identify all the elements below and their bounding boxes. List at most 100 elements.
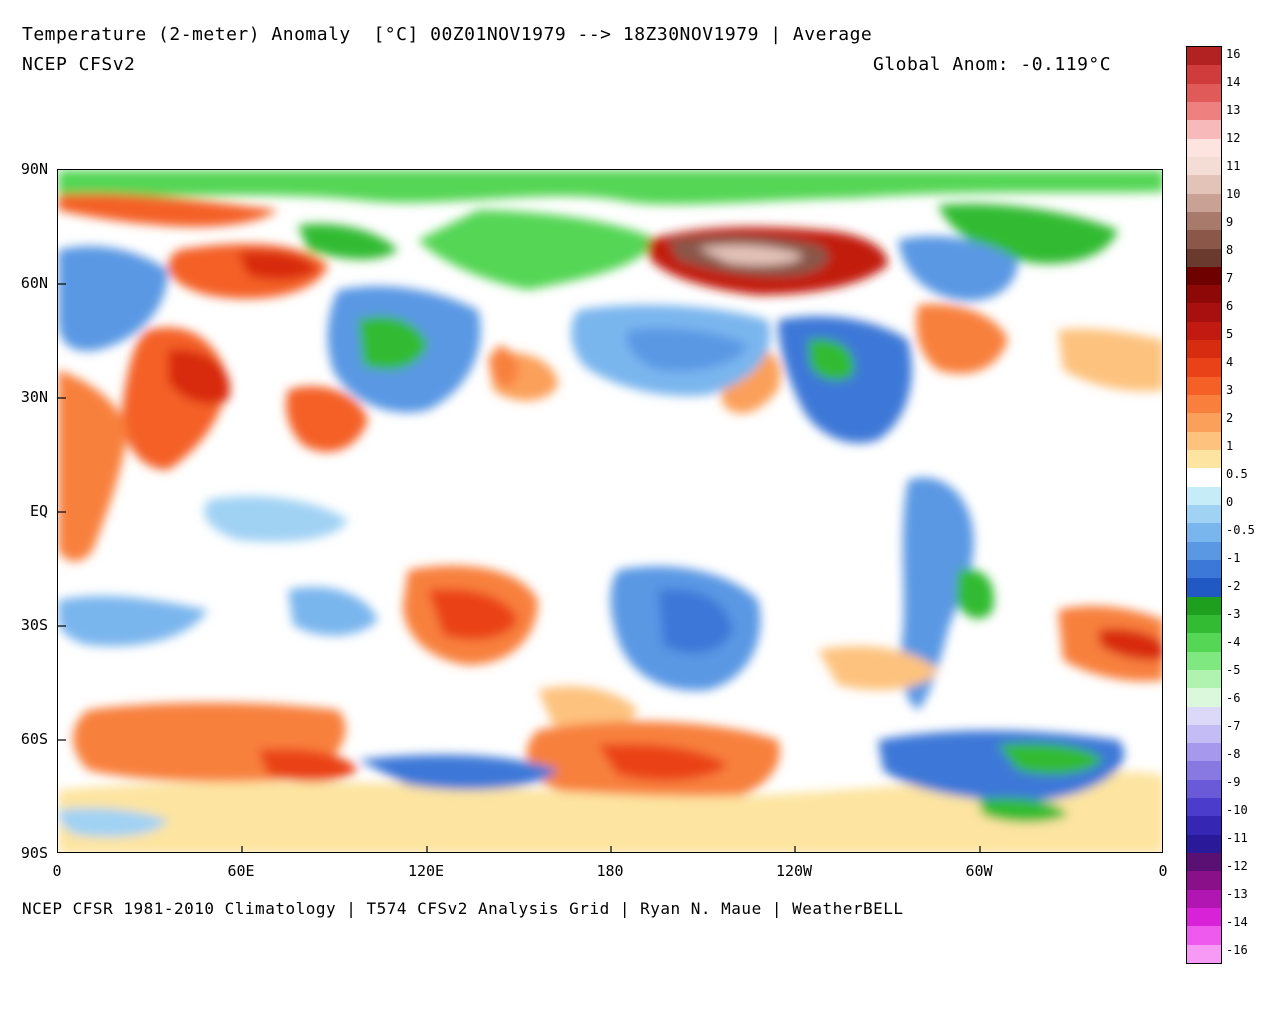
legend-swatch	[1187, 248, 1221, 268]
legend-swatch	[1187, 175, 1221, 195]
legend-label: 4	[1226, 355, 1234, 369]
lon-label-60e: 60E	[227, 862, 255, 880]
legend-swatch	[1187, 743, 1221, 762]
anomaly-field	[58, 170, 1162, 852]
legend-label: -13	[1226, 887, 1248, 901]
lon-label-120e: 120E	[407, 862, 445, 880]
anomaly-map	[57, 169, 1163, 853]
legend-swatch	[1187, 706, 1221, 726]
footer-credit: NCEP CFSR 1981-2010 Climatology | T574 C…	[22, 899, 904, 918]
legend-label: -11	[1226, 831, 1248, 845]
legend-label: -6	[1226, 691, 1241, 705]
model-name: NCEP CFSv2	[22, 54, 136, 75]
legend-label: 1	[1226, 439, 1234, 453]
legend-swatch	[1187, 285, 1221, 304]
legend-swatch	[1187, 614, 1221, 634]
legend-swatch	[1187, 468, 1221, 488]
legend-label: 11	[1226, 159, 1241, 173]
legend-swatch	[1187, 559, 1221, 579]
legend-swatch	[1187, 834, 1221, 854]
legend-label: 14	[1226, 75, 1241, 89]
legend-label: 8	[1226, 243, 1234, 257]
legend-swatch	[1187, 156, 1221, 176]
legend-swatch	[1187, 47, 1221, 66]
legend-swatch	[1187, 724, 1221, 744]
global-anomaly-value: Global Anom: -0.119°C	[873, 54, 1112, 75]
legend-label: 0.5	[1226, 467, 1248, 481]
legend-label: -8	[1226, 747, 1241, 761]
legend-label: -16	[1226, 943, 1248, 957]
lat-label-30n: 30N	[20, 388, 48, 406]
legend-swatch	[1187, 669, 1221, 689]
legend-swatch	[1187, 578, 1221, 598]
legend-swatch	[1187, 83, 1221, 103]
lat-label-60s: 60S	[20, 730, 48, 748]
legend-label: -12	[1226, 859, 1248, 873]
legend-swatch	[1187, 120, 1221, 140]
legend-swatch	[1187, 798, 1221, 817]
legend-swatch	[1187, 761, 1221, 781]
legend-swatch	[1187, 358, 1221, 378]
map-ticks	[58, 283, 981, 852]
legend-swatch	[1187, 486, 1221, 506]
legend-label: -1	[1226, 551, 1241, 565]
legend-swatch	[1187, 523, 1221, 543]
legend-label: -5	[1226, 663, 1241, 677]
legend-swatch	[1187, 505, 1221, 524]
legend-swatch	[1187, 101, 1221, 121]
legend-swatch	[1187, 431, 1221, 451]
legend-swatch	[1187, 193, 1221, 213]
legend-label: -9	[1226, 775, 1241, 789]
legend-label: -7	[1226, 719, 1241, 733]
legend-swatch	[1187, 541, 1221, 561]
legend-swatch	[1187, 944, 1221, 964]
legend-label: -4	[1226, 635, 1241, 649]
lat-label-90n: 90N	[20, 160, 48, 178]
legend-label: 13	[1226, 103, 1241, 117]
legend-swatch	[1187, 230, 1221, 249]
legend-label: 6	[1226, 299, 1234, 313]
legend-label: -14	[1226, 915, 1248, 929]
legend-swatch	[1187, 816, 1221, 836]
legend-swatch	[1187, 926, 1221, 946]
legend-swatch	[1187, 871, 1221, 891]
legend-swatch	[1187, 65, 1221, 85]
lon-label-60w: 60W	[965, 862, 993, 880]
legend-swatch	[1187, 779, 1221, 799]
lat-label-30s: 30S	[20, 616, 48, 634]
legend-label: 10	[1226, 187, 1241, 201]
legend-swatch	[1187, 651, 1221, 671]
legend-label: 5	[1226, 327, 1234, 341]
legend-label: -0.5	[1226, 523, 1255, 537]
lat-label-60n: 60N	[20, 274, 48, 292]
lon-label-0: 0	[52, 862, 62, 880]
legend-label: 16	[1226, 47, 1241, 61]
lat-label-eq: EQ	[29, 502, 48, 520]
color-legend	[1186, 46, 1222, 964]
legend-swatch	[1187, 889, 1221, 909]
legend-swatch	[1187, 450, 1221, 469]
legend-swatch	[1187, 633, 1221, 653]
legend-label: 9	[1226, 215, 1234, 229]
lat-label-90s: 90S	[20, 844, 48, 862]
legend-label: 12	[1226, 131, 1241, 145]
legend-label: -2	[1226, 579, 1241, 593]
legend-swatch	[1187, 395, 1221, 414]
lon-label-180: 180	[596, 862, 624, 880]
legend-swatch	[1187, 688, 1221, 707]
legend-swatch	[1187, 340, 1221, 359]
legend-label: -3	[1226, 607, 1241, 621]
legend-swatch	[1187, 266, 1221, 286]
legend-swatch	[1187, 908, 1221, 927]
anomaly-shading	[58, 170, 1162, 852]
map-title: Temperature (2-meter) Anomaly [°C] 00Z01…	[22, 24, 873, 45]
legend-swatch	[1187, 303, 1221, 323]
legend-swatch	[1187, 853, 1221, 872]
legend-swatch	[1187, 413, 1221, 433]
legend-swatch	[1187, 138, 1221, 158]
legend-swatch	[1187, 321, 1221, 341]
lon-label-120w: 120W	[775, 862, 813, 880]
legend-label: 3	[1226, 383, 1234, 397]
legend-swatch	[1187, 376, 1221, 396]
legend-label: 2	[1226, 411, 1234, 425]
